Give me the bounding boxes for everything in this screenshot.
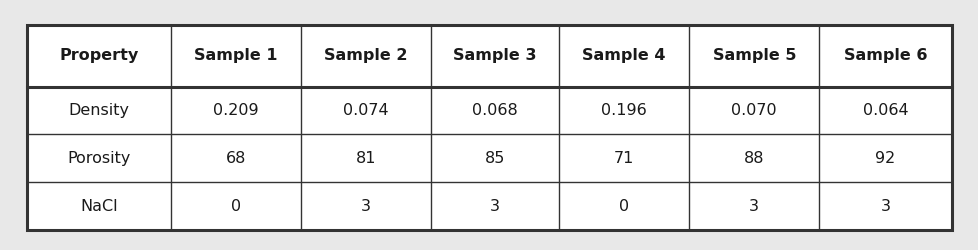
- Text: 0.196: 0.196: [600, 103, 646, 118]
- Bar: [27, 25, 951, 230]
- Text: 0.074: 0.074: [343, 103, 388, 118]
- Text: 0.070: 0.070: [731, 103, 777, 118]
- Text: 0.064: 0.064: [862, 103, 908, 118]
- Text: 85: 85: [484, 151, 505, 166]
- Text: Sample 2: Sample 2: [324, 48, 408, 63]
- Text: 68: 68: [225, 151, 245, 166]
- Text: 0: 0: [231, 198, 241, 214]
- Text: 0.068: 0.068: [471, 103, 517, 118]
- Text: NaCl: NaCl: [80, 198, 117, 214]
- Text: 0: 0: [618, 198, 629, 214]
- Text: Sample 6: Sample 6: [843, 48, 926, 63]
- Text: Property: Property: [60, 48, 139, 63]
- Text: 92: 92: [874, 151, 895, 166]
- Text: Sample 3: Sample 3: [453, 48, 536, 63]
- Text: 3: 3: [490, 198, 500, 214]
- Text: 71: 71: [613, 151, 634, 166]
- Text: 3: 3: [361, 198, 371, 214]
- Text: Density: Density: [68, 103, 129, 118]
- Text: 81: 81: [356, 151, 376, 166]
- Text: 88: 88: [743, 151, 764, 166]
- Text: Sample 4: Sample 4: [582, 48, 665, 63]
- Text: 3: 3: [879, 198, 890, 214]
- Text: 3: 3: [748, 198, 759, 214]
- Text: 0.209: 0.209: [213, 103, 258, 118]
- Text: Sample 5: Sample 5: [712, 48, 795, 63]
- Text: Porosity: Porosity: [67, 151, 131, 166]
- Text: Sample 1: Sample 1: [194, 48, 278, 63]
